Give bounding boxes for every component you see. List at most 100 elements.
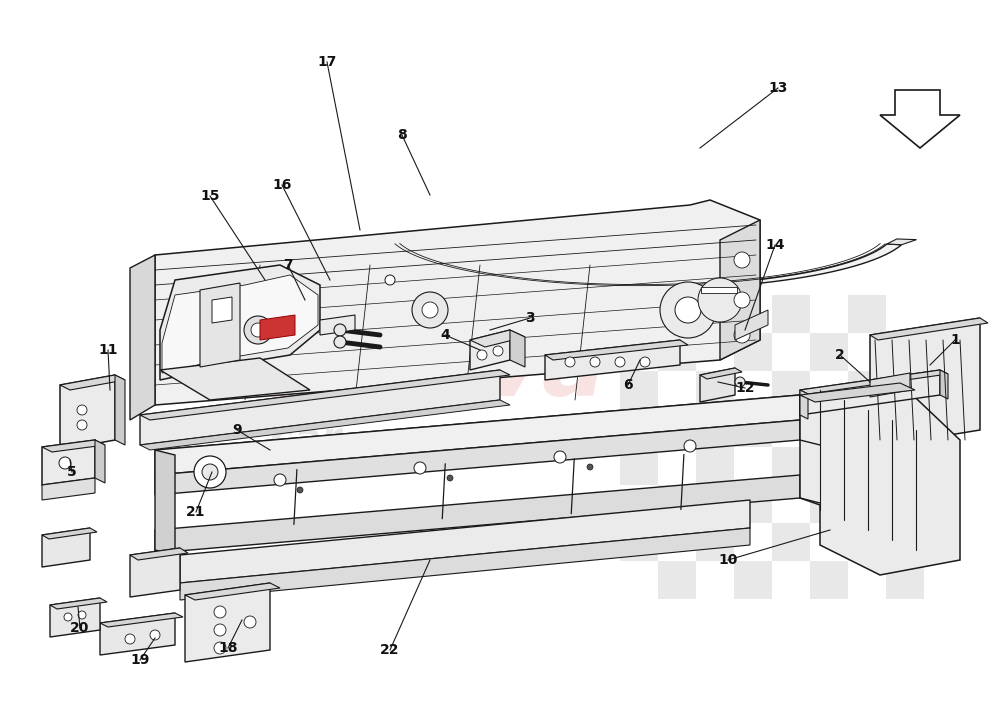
Text: 9: 9 [232,423,242,437]
Circle shape [59,457,71,469]
Polygon shape [800,383,915,402]
Polygon shape [545,340,688,360]
Circle shape [194,456,226,488]
Text: 21: 21 [186,505,206,519]
Bar [810,561,848,599]
Text: 19: 19 [130,653,150,667]
Text: 15: 15 [200,189,220,203]
Polygon shape [155,450,175,555]
Polygon shape [155,395,820,455]
Text: soldeva: soldeva [195,324,605,416]
Text: 8: 8 [397,128,407,142]
Polygon shape [50,598,107,609]
Circle shape [660,282,716,338]
Polygon shape [870,318,988,340]
Polygon shape [320,315,355,335]
Bar [620,447,658,485]
Bar [734,409,772,447]
Polygon shape [800,383,960,575]
Text: 12: 12 [735,381,755,395]
Bar [658,409,696,447]
Circle shape [447,475,453,481]
Polygon shape [185,583,280,600]
Polygon shape [130,548,180,597]
Polygon shape [470,330,525,347]
Circle shape [734,327,750,343]
Polygon shape [870,373,910,397]
Text: 11: 11 [98,343,118,357]
Circle shape [565,357,575,367]
Bar [886,485,924,523]
Circle shape [422,302,438,318]
Circle shape [590,357,600,367]
Circle shape [684,440,696,452]
Bar [848,447,886,485]
Polygon shape [155,420,800,495]
Polygon shape [130,255,155,420]
Text: 18: 18 [218,641,238,655]
Polygon shape [940,370,948,399]
Polygon shape [50,598,100,637]
Bar [886,561,924,599]
Polygon shape [260,315,295,340]
Text: 20: 20 [70,621,90,635]
Bar [810,333,848,371]
Bar [772,295,810,333]
Circle shape [334,336,346,348]
Circle shape [214,606,226,618]
Text: car   parts: car parts [270,419,510,461]
Circle shape [640,357,650,367]
Polygon shape [140,370,510,420]
Polygon shape [185,583,270,662]
Polygon shape [160,265,320,380]
Polygon shape [155,200,760,405]
Polygon shape [545,340,680,380]
Text: 14: 14 [765,238,785,252]
Circle shape [334,324,346,336]
Polygon shape [42,528,90,567]
Bar [734,561,772,599]
Polygon shape [42,440,105,452]
Text: 3: 3 [525,311,535,325]
Text: 10: 10 [718,553,738,567]
Circle shape [493,346,503,356]
Bar [620,295,658,333]
Text: 16: 16 [272,178,292,192]
Circle shape [698,278,742,322]
Circle shape [77,420,87,430]
Polygon shape [130,548,188,560]
Bar [658,485,696,523]
Polygon shape [95,440,105,483]
Bar [810,485,848,523]
Polygon shape [720,220,760,360]
Circle shape [734,292,750,308]
Polygon shape [140,400,510,450]
Circle shape [615,357,625,367]
Circle shape [385,275,395,285]
Circle shape [125,634,135,644]
Circle shape [244,316,272,344]
Bar [886,333,924,371]
Polygon shape [160,358,310,400]
Bar [848,371,886,409]
Text: 2: 2 [835,348,845,362]
Polygon shape [180,500,750,583]
Bar [620,523,658,561]
Circle shape [477,350,487,360]
Circle shape [675,297,701,323]
Circle shape [251,323,265,337]
Circle shape [274,474,286,486]
Bar [772,447,810,485]
Circle shape [414,462,426,474]
Circle shape [214,642,226,654]
Polygon shape [735,310,768,340]
Bar [696,447,734,485]
Bar [696,295,734,333]
Circle shape [297,487,303,493]
Polygon shape [162,275,318,373]
Circle shape [77,405,87,415]
Text: 17: 17 [317,55,337,69]
Bar [772,371,810,409]
Circle shape [554,451,566,463]
Polygon shape [200,283,240,367]
